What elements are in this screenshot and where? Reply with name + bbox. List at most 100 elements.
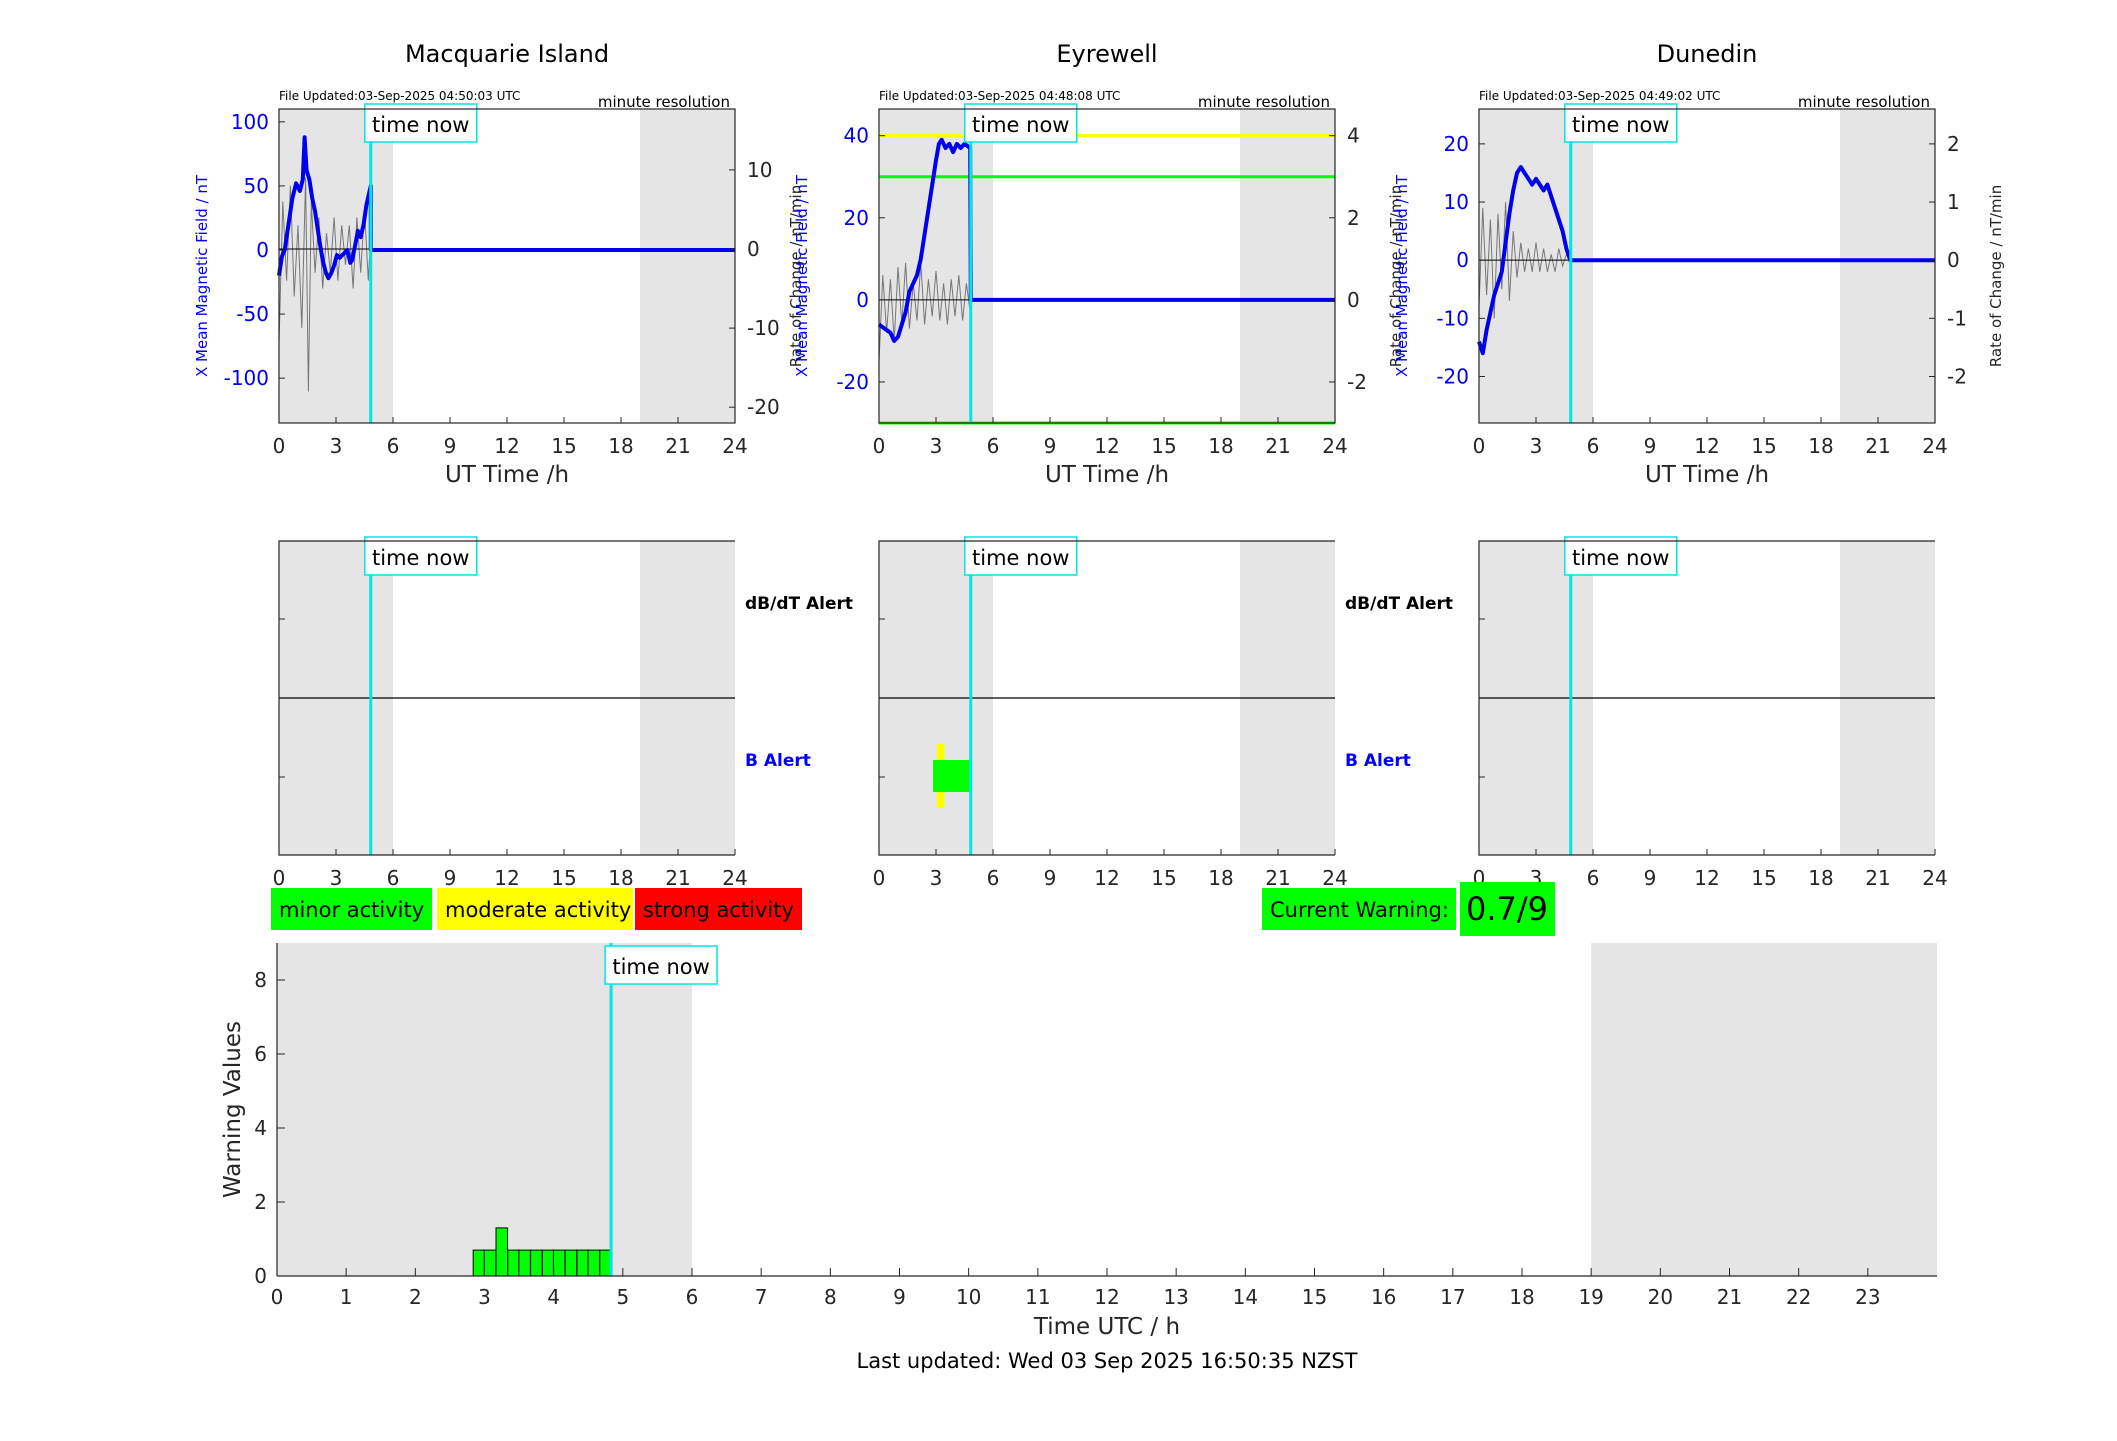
x-tick-label: 12	[494, 866, 519, 890]
x-tick-label: 15	[1751, 866, 1776, 890]
x-tick-label: 6	[987, 866, 1000, 890]
magnetic-field-trace	[877, 137, 1335, 343]
warning-bar	[530, 1249, 543, 1277]
warning-bar	[507, 1249, 520, 1277]
right-y-tick-label: 2	[1947, 132, 1960, 156]
left-axis-label: X Mean Magnetic Field / nT	[193, 174, 211, 377]
current-warning: Current Warning: 0.7/9	[1262, 882, 1555, 936]
x-tick-label: 24	[1322, 434, 1347, 458]
x-tick-label: 19	[1578, 1285, 1603, 1309]
night-shade	[1840, 109, 1935, 423]
x-tick-label: 9	[1044, 866, 1057, 890]
x-tick-label: 18	[1509, 1285, 1534, 1309]
right-y-tick-label: -1	[1947, 306, 1967, 330]
current-warning-label-box	[1262, 888, 1456, 930]
x-tick-label: 12	[494, 434, 519, 458]
x-tick-label: 11	[1025, 1285, 1050, 1309]
x-axis-label: UT Time /h	[1045, 462, 1169, 488]
time-now-box	[364, 103, 478, 143]
time-now-box	[364, 536, 478, 576]
x-tick-label: 3	[930, 866, 943, 890]
legend-label-1: moderate activity	[445, 898, 631, 922]
x-tick-label: 12	[1694, 866, 1719, 890]
time-now-label: time now	[372, 113, 469, 137]
left-y-tick-label: 100	[231, 110, 269, 134]
right-y-tick-label: 0	[747, 237, 760, 261]
x-axis-label: UT Time /h	[1645, 462, 1769, 488]
x-tick-label: 21	[1865, 866, 1890, 890]
legend-swatch-0	[271, 888, 432, 930]
x-axis-label: Time UTC / h	[1033, 1314, 1180, 1340]
b-alert-label: B Alert	[1345, 751, 1411, 771]
left-y-tick-label: -50	[236, 302, 269, 326]
left-y-tick-label: -20	[1436, 364, 1469, 388]
x-tick-label: 12	[1694, 434, 1719, 458]
x-tick-label: 9	[1644, 866, 1657, 890]
time-now-box	[964, 103, 1078, 143]
x-tick-label: 24	[722, 434, 747, 458]
x-tick-label: 15	[1151, 866, 1176, 890]
x-tick-label: 4	[547, 1285, 560, 1309]
right-y-tick-label: -2	[1347, 370, 1367, 394]
time-now-box	[1564, 536, 1678, 576]
alert-panel-1: time now 0 3 6 9 12 15 18 21 24 dB/dT Alert B Alert	[873, 536, 1453, 890]
time-now-label: time now	[612, 955, 709, 979]
x-tick-label: 21	[665, 434, 690, 458]
x-tick-label: 9	[1644, 434, 1657, 458]
x-tick-label: 0	[1473, 434, 1486, 458]
time-now-label: time now	[372, 546, 469, 570]
left-axis-label: X Mean Magnetic Field / nT	[793, 174, 811, 377]
x-tick-label: 13	[1163, 1285, 1188, 1309]
right-y-tick-label: 0	[1947, 248, 1960, 272]
left-y-tick-label: 20	[1444, 132, 1469, 156]
x-tick-label: 8	[824, 1285, 837, 1309]
x-tick-label: 18	[608, 866, 633, 890]
left-y-tick-label: -20	[836, 370, 869, 394]
warning-bar	[541, 1249, 555, 1277]
x-tick-label: 6	[387, 866, 400, 890]
resolution-text: minute resolution	[1798, 93, 1930, 111]
x-tick-label: 0	[273, 866, 286, 890]
alert-panel-0: time now 0 3 6 9 12 15 18 21 24 dB/dT Alert B Alert	[273, 536, 853, 890]
left-axis-label: X Mean Magnetic Field / nT	[1393, 174, 1411, 377]
legend-swatch-1	[437, 888, 633, 930]
x-tick-label: 10	[956, 1285, 981, 1309]
last-updated-text: Last updated: Wed 03 Sep 2025 16:50:35 N…	[857, 1349, 1358, 1373]
left-y-tick-label: 20	[844, 206, 869, 230]
warning-bar	[518, 1249, 531, 1277]
left-y-tick-label: 0	[256, 238, 269, 262]
legend-label-0: minor activity	[279, 898, 424, 922]
left-y-tick-label: 0	[1456, 248, 1469, 272]
x-tick-label: 15	[1151, 434, 1176, 458]
warning-bar	[472, 1249, 486, 1277]
station-title: Macquarie Island	[405, 40, 609, 68]
magnetic-field-trace	[1477, 165, 1935, 356]
x-tick-label: 21	[1265, 434, 1290, 458]
resolution-text: minute resolution	[598, 93, 730, 111]
file-updated-text: File Updated:03-Sep-2025 04:50:03 UTC	[279, 89, 520, 103]
y-tick-label: 6	[254, 1042, 267, 1066]
dbdt-alert-label: dB/dT Alert	[1345, 594, 1453, 614]
x-tick-label: 23	[1855, 1285, 1880, 1309]
x-tick-label: 15	[1302, 1285, 1327, 1309]
warning-bar	[587, 1249, 601, 1277]
night-shade	[277, 943, 692, 1276]
time-now-label: time now	[972, 113, 1069, 137]
y-tick-label: 0	[254, 1264, 267, 1288]
x-tick-label: 3	[330, 434, 343, 458]
x-tick-label: 6	[1587, 866, 1600, 890]
x-tick-label: 21	[1717, 1285, 1742, 1309]
night-shade	[1240, 109, 1335, 423]
x-tick-label: 15	[551, 434, 576, 458]
resolution-text: minute resolution	[1198, 93, 1330, 111]
time-now-box	[1564, 103, 1678, 143]
x-tick-label: 6	[987, 434, 1000, 458]
current-warning-value: 0.7/9	[1466, 890, 1548, 928]
left-y-tick-label: 50	[244, 174, 269, 198]
rate-of-change-trace	[1478, 201, 1571, 319]
legend-swatch-2	[635, 888, 802, 930]
right-axis-label: Rate of Change / nT/min	[1387, 185, 1405, 367]
